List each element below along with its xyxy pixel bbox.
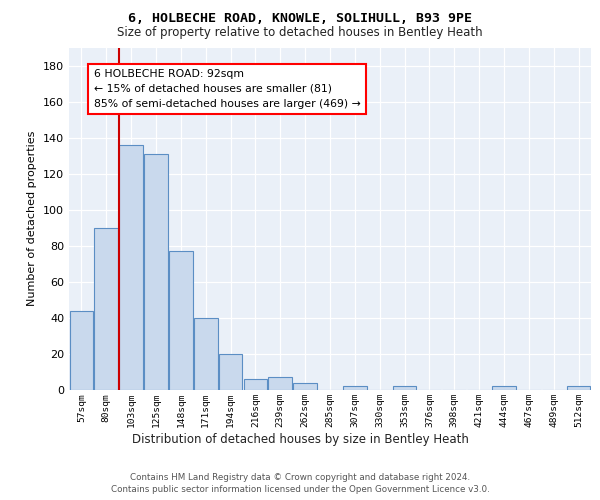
Bar <box>268 378 292 390</box>
Y-axis label: Number of detached properties: Number of detached properties <box>28 131 37 306</box>
Text: Size of property relative to detached houses in Bentley Heath: Size of property relative to detached ho… <box>117 26 483 39</box>
Text: Contains HM Land Registry data © Crown copyright and database right 2024.: Contains HM Land Registry data © Crown c… <box>130 472 470 482</box>
Bar <box>194 318 218 390</box>
Text: Contains public sector information licensed under the Open Government Licence v3: Contains public sector information licen… <box>110 485 490 494</box>
Bar <box>293 383 317 390</box>
Bar <box>169 251 193 390</box>
Bar <box>244 379 267 390</box>
Bar <box>567 386 590 390</box>
Bar <box>492 386 516 390</box>
Text: Distribution of detached houses by size in Bentley Heath: Distribution of detached houses by size … <box>131 432 469 446</box>
Bar <box>70 310 93 390</box>
Bar <box>144 154 168 390</box>
Bar <box>343 386 367 390</box>
Text: 6 HOLBECHE ROAD: 92sqm
← 15% of detached houses are smaller (81)
85% of semi-det: 6 HOLBECHE ROAD: 92sqm ← 15% of detached… <box>94 69 361 108</box>
Bar <box>119 145 143 390</box>
Bar <box>94 228 118 390</box>
Text: 6, HOLBECHE ROAD, KNOWLE, SOLIHULL, B93 9PE: 6, HOLBECHE ROAD, KNOWLE, SOLIHULL, B93 … <box>128 12 472 26</box>
Bar <box>219 354 242 390</box>
Bar <box>393 386 416 390</box>
